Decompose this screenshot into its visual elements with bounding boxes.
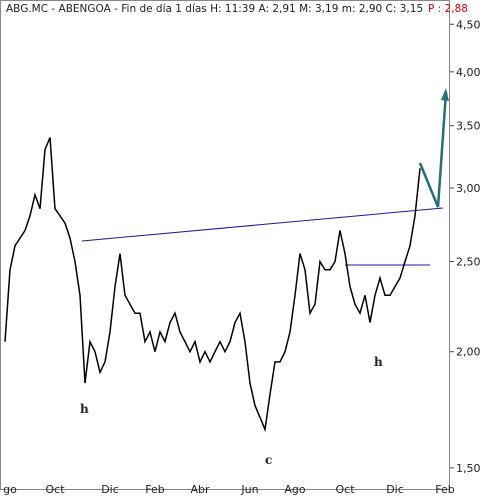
y-tick-label: 1,50 — [456, 462, 481, 475]
plot-frame — [0, 0, 450, 490]
header-p: P : 2,88 — [428, 3, 468, 15]
x-tick-label: Oct — [335, 483, 355, 496]
y-tick-label: 4,50 — [456, 18, 481, 31]
annotation: c — [265, 453, 272, 467]
x-tick-label: Ago — [284, 483, 306, 496]
y-tick-label: 3,50 — [456, 120, 481, 133]
x-tick-label: Feb — [145, 483, 164, 496]
x-tick-label: Dic — [101, 483, 119, 496]
price-line — [4, 137, 421, 433]
y-tick-label: 3,00 — [456, 182, 481, 195]
x-tick-label: Oct — [45, 483, 65, 496]
x-tick-label: Jun — [240, 483, 258, 496]
x-tick-label: Feb — [435, 483, 454, 496]
header: ABG.MC - ABENGOA - Fin de día 1 días H: … — [6, 3, 423, 15]
x-tick-label: Dic — [386, 483, 404, 496]
y-tick-label: 2,50 — [456, 256, 481, 269]
arrow-head — [441, 88, 449, 101]
x-tick-label: go — [3, 483, 17, 496]
annotation: h — [374, 355, 383, 369]
annotation: h — [80, 402, 89, 416]
y-tick-label: 4,00 — [456, 66, 481, 79]
trend-line — [81, 207, 444, 242]
y-tick-label: 2,00 — [456, 346, 481, 359]
projection-arrow — [418, 91, 448, 208]
x-tick-label: Abr — [190, 483, 210, 496]
